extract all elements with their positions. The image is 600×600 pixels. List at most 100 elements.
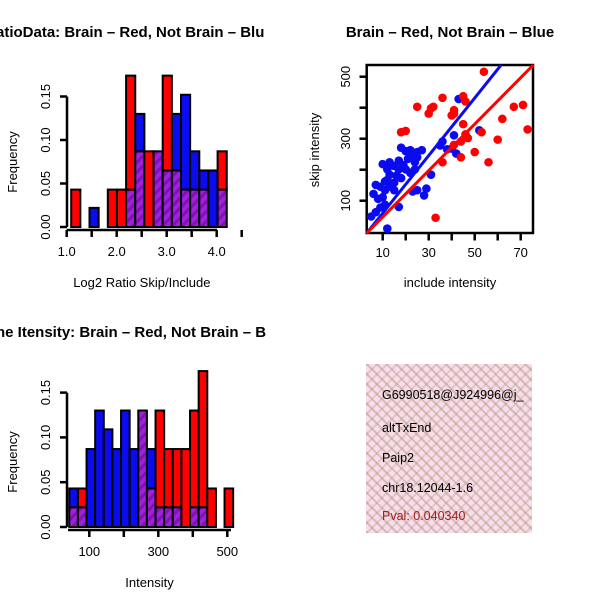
bar-segment-blue	[88, 206, 100, 228]
data-point	[401, 126, 410, 136]
data-point	[479, 67, 489, 77]
bar-segment-red	[189, 409, 200, 509]
bar-segment-red	[125, 74, 137, 191]
x-tick-label: 10	[375, 245, 389, 260]
bar-segment-purple	[189, 506, 200, 528]
x-tick-label: 30	[421, 245, 435, 260]
bar-segment-blue	[128, 448, 140, 529]
bar-segment-purple	[180, 188, 192, 228]
bar-segment-blue	[134, 112, 146, 153]
bar-segment-blue	[180, 93, 192, 191]
y-tick-label: 100	[338, 190, 353, 212]
x-tick-label: 50	[467, 245, 481, 260]
y-tick-label: 0.05	[38, 470, 53, 495]
y-tick-label: 0.15	[38, 84, 53, 109]
data-point	[498, 114, 507, 124]
bars-group	[70, 74, 228, 228]
bar-segment-purple	[197, 506, 209, 528]
log2-ratio-histogram: atioData: Brain – Red, Not Brain – Blu 0.…	[0, 24, 264, 290]
event-info-box: G6990518@J924996@j_ altTxEnd Paip2 chr18…	[366, 364, 532, 533]
data-point	[449, 130, 459, 140]
bar-segment-red	[223, 487, 235, 528]
bar-segment-purple	[198, 188, 210, 228]
data-point	[484, 157, 493, 167]
data-point	[389, 178, 399, 188]
bar-segment-red	[70, 188, 82, 228]
data-point	[378, 159, 387, 169]
data-point	[422, 184, 431, 193]
fit-line-blue	[365, 63, 503, 235]
bar-segment-blue	[120, 409, 131, 528]
bar-segment-purple	[161, 169, 173, 228]
y-tick-label: 0.00	[38, 514, 53, 539]
gene-intensity-histogram: ne Itensity: Brain – Red, Not Brain – B 0…	[0, 324, 266, 590]
bar-segment-blue	[198, 169, 210, 191]
data-point	[456, 153, 466, 162]
data-point	[371, 180, 381, 190]
y-tick-label: 0.05	[38, 171, 53, 196]
y-tick-label: 0.15	[38, 380, 53, 405]
data-point	[419, 191, 429, 200]
data-point	[412, 102, 422, 112]
data-point	[431, 213, 440, 223]
bar-segment-blue	[68, 487, 79, 509]
pval-text: Pval: 0.040340	[382, 509, 466, 523]
bar-segment-purple	[189, 188, 201, 228]
y-tick-label: 0.10	[38, 425, 53, 450]
bar-segment-purple	[152, 150, 164, 228]
x-tick-label: 300	[147, 544, 169, 559]
y-axis-title: Frequency	[5, 431, 20, 493]
x-tick-label: 1.0	[58, 244, 76, 259]
x-axis-title: include intensity	[404, 275, 497, 290]
bar-segment-blue	[145, 448, 157, 490]
bar-segment-red	[154, 409, 166, 509]
bar-segment-purple	[163, 506, 174, 528]
bar-segment-blue	[85, 448, 97, 529]
bar-segment-blue	[170, 112, 183, 172]
bar-segment-purple	[137, 409, 148, 528]
bar-segment-purple	[68, 506, 79, 528]
data-point	[493, 135, 502, 144]
bar-segment-purple	[134, 150, 146, 228]
bar-segment-red	[115, 188, 128, 228]
gene-name: Paip2	[382, 451, 414, 465]
x-tick-label: 100	[78, 544, 100, 559]
data-point	[396, 143, 406, 152]
data-point	[509, 102, 519, 112]
event-type: altTxEnd	[382, 421, 432, 435]
x-axis-title: Intensity	[125, 575, 174, 590]
data-point	[449, 109, 459, 118]
bar-segment-blue	[111, 448, 123, 529]
bar-segment-red	[161, 74, 173, 172]
intensity-scatter-plot: Brain – Red, Not Brain – Blue 10 30 50 70 100…	[307, 24, 554, 290]
data-point	[383, 224, 392, 233]
bar-segment-purple	[171, 506, 183, 528]
bar-segment-red	[143, 150, 155, 228]
fit-line-red	[365, 63, 535, 235]
chart-title: ne Itensity: Brain – Red, Not Brain – B	[0, 324, 266, 341]
y-tick-label: 300	[338, 128, 353, 150]
points-brain-red	[396, 67, 532, 223]
bar-segment-purple	[125, 188, 137, 228]
y-axis-title: skip intensity	[307, 112, 322, 187]
chart-title: atioData: Brain – Red, Not Brain – Blu	[0, 24, 264, 41]
data-point	[396, 173, 406, 183]
x-tick-label: 70	[513, 245, 527, 260]
event-id: G6990518@J924996@j_	[382, 388, 524, 402]
bar-segment-red	[76, 487, 88, 509]
data-point	[389, 185, 399, 195]
bar-segment-purple	[76, 506, 88, 528]
x-tick-label: 3.0	[158, 244, 176, 259]
plot-box	[365, 63, 535, 235]
x-tick-label: 4.0	[208, 244, 226, 259]
bar-segment-blue	[94, 409, 105, 528]
chart-title: Brain – Red, Not Brain – Blue	[346, 24, 554, 41]
bar-segment-purple	[216, 188, 228, 228]
bar-segment-red	[180, 448, 192, 529]
bar-segment-blue	[207, 169, 219, 228]
data-point	[461, 97, 470, 106]
bar-segment-red	[206, 487, 217, 528]
data-point	[429, 102, 438, 112]
bar-segment-purple	[154, 506, 166, 528]
